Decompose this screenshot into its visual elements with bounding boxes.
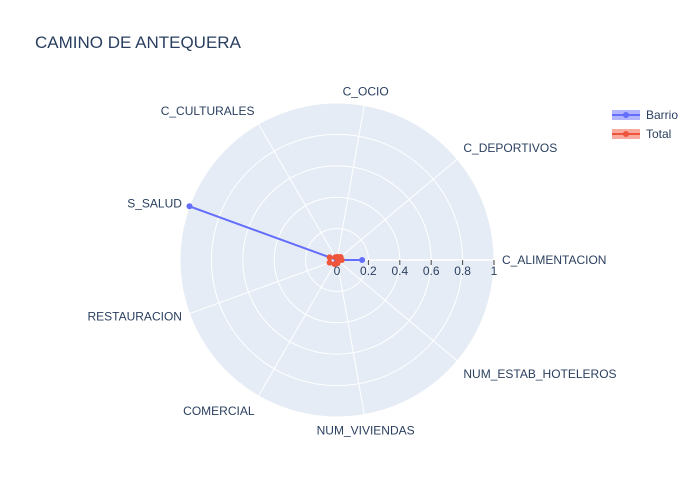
angular-label: C_ALIMENTACION (502, 253, 606, 267)
legend-label: Total (646, 127, 671, 141)
radial-tick-label: 0 (334, 264, 341, 278)
grid-spoke (336, 259, 365, 415)
legend-item-total[interactable]: Total (612, 127, 671, 141)
series-point-total (326, 254, 333, 261)
angular-label: S_SALUD (127, 197, 182, 211)
radial-tick-label: 1 (491, 264, 498, 278)
series-point-total (326, 259, 333, 266)
series-layer (186, 203, 366, 268)
grid-spoke (336, 105, 365, 261)
grid-spoke (336, 259, 458, 362)
angular-label: NUM_VIVIENDAS (317, 423, 415, 437)
grid-spoke (258, 123, 338, 261)
grid-spoke (336, 158, 458, 261)
angular-label: RESTAURACION (87, 309, 181, 323)
angular-label: NUM_ESTAB_HOTELEROS (463, 367, 616, 381)
angular-label: C_OCIO (343, 85, 389, 99)
legend-swatch-marker (623, 131, 629, 137)
grid-spoke (258, 259, 338, 397)
legend-label: Barrio (646, 108, 678, 122)
chart-title: CAMINO DE ANTEQUERA (35, 33, 241, 52)
radial-tick-label: 0.2 (360, 264, 377, 278)
angular-label: C_DEPORTIVOS (463, 141, 557, 155)
series-point-barrio (186, 203, 193, 210)
series-point-barrio (359, 257, 366, 263)
legend[interactable]: Barrio Total (612, 108, 678, 141)
series-line-barrio (189, 205, 363, 261)
grid-spoke (189, 259, 338, 315)
radial-tick-label: 0.4 (391, 264, 408, 278)
radial-tick-label: 0.8 (454, 264, 471, 278)
legend-swatch-marker (623, 112, 629, 118)
radial-ticks: 0 0.2 0.4 0.6 0.8 1 (334, 260, 498, 278)
angular-labels: C_ALIMENTACION C_DEPORTIVOS C_OCIO C_CULTUR… (87, 85, 616, 438)
series-point-total (335, 258, 342, 265)
angular-label: COMERCIAL (183, 404, 255, 418)
radial-tick-label: 0.6 (423, 264, 440, 278)
angular-label: C_CULTURALES (161, 104, 255, 118)
legend-item-barrio[interactable]: Barrio (612, 108, 678, 122)
